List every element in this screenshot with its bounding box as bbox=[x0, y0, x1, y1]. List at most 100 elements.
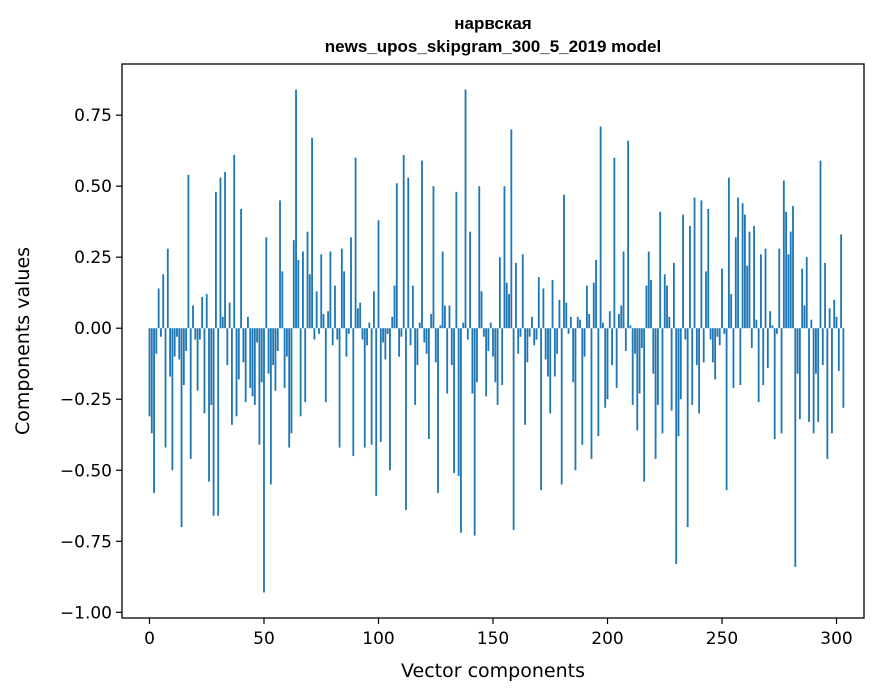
bar bbox=[450, 328, 453, 366]
bar bbox=[260, 328, 263, 383]
bar bbox=[782, 180, 785, 329]
bar bbox=[547, 328, 549, 377]
bar bbox=[285, 328, 288, 357]
bar bbox=[716, 328, 719, 337]
bar bbox=[205, 294, 208, 329]
bar bbox=[668, 316, 671, 329]
bar bbox=[235, 328, 238, 417]
bar bbox=[322, 314, 325, 329]
bar bbox=[634, 328, 636, 354]
bar bbox=[828, 308, 831, 329]
bar bbox=[528, 328, 531, 337]
bar bbox=[308, 274, 311, 329]
bar bbox=[274, 328, 277, 391]
bar bbox=[441, 251, 444, 329]
bar bbox=[432, 186, 435, 329]
bar bbox=[292, 240, 295, 329]
bar bbox=[702, 328, 705, 363]
bar bbox=[785, 211, 788, 329]
bar bbox=[304, 328, 307, 403]
plot-frame bbox=[121, 63, 865, 619]
bar bbox=[498, 257, 501, 329]
bar bbox=[480, 291, 483, 329]
bar bbox=[590, 328, 593, 459]
bar bbox=[411, 285, 414, 329]
chart-title: нарвская bbox=[454, 14, 531, 33]
bar bbox=[553, 328, 556, 377]
bar bbox=[682, 214, 684, 329]
bar bbox=[531, 316, 533, 329]
bar bbox=[214, 191, 217, 329]
bar bbox=[356, 308, 359, 329]
bar bbox=[661, 328, 664, 434]
bar bbox=[808, 328, 810, 422]
bar bbox=[382, 328, 384, 343]
bar bbox=[418, 322, 421, 329]
x-tick-label: 0 bbox=[144, 629, 155, 649]
bar bbox=[302, 251, 304, 329]
bar bbox=[162, 274, 165, 329]
bar bbox=[769, 311, 772, 329]
bar bbox=[796, 328, 799, 374]
bar bbox=[711, 328, 714, 363]
bar bbox=[455, 191, 458, 329]
chart-subtitle: news_upos_skipgram_300_5_2019 model bbox=[325, 37, 661, 56]
bar bbox=[476, 328, 478, 383]
bar bbox=[611, 328, 614, 366]
bar bbox=[597, 328, 600, 437]
bar bbox=[228, 302, 231, 329]
bar bbox=[629, 325, 632, 329]
bar bbox=[565, 302, 568, 329]
bar bbox=[835, 316, 838, 329]
x-tick-label: 100 bbox=[362, 629, 394, 649]
bar bbox=[812, 328, 815, 434]
y-axis-ticks: −1.00 −0.75 −0.50 −0.25 0.00 0.25 0.50 0.75 bbox=[60, 106, 122, 623]
bar bbox=[544, 328, 547, 360]
bar bbox=[595, 260, 597, 329]
bar bbox=[725, 328, 728, 491]
bar bbox=[379, 328, 382, 442]
bar bbox=[730, 294, 733, 329]
bar bbox=[501, 328, 504, 386]
bar bbox=[560, 328, 563, 485]
bar bbox=[224, 171, 226, 329]
bar bbox=[512, 328, 515, 530]
bar bbox=[237, 328, 240, 380]
bar bbox=[306, 231, 309, 329]
bar bbox=[608, 311, 611, 329]
bar bbox=[272, 328, 275, 366]
bar bbox=[439, 325, 442, 329]
x-tick-label: 200 bbox=[591, 629, 623, 649]
bar bbox=[265, 237, 268, 329]
bar bbox=[762, 328, 765, 386]
bar bbox=[155, 328, 158, 354]
bar bbox=[189, 328, 192, 459]
bar bbox=[837, 328, 840, 371]
bar bbox=[622, 251, 625, 329]
bar bbox=[219, 177, 222, 329]
bar bbox=[185, 328, 188, 351]
bar bbox=[519, 328, 522, 337]
bar bbox=[148, 328, 151, 417]
bar bbox=[263, 328, 265, 593]
bar bbox=[535, 328, 538, 340]
bar bbox=[361, 328, 364, 340]
bar bbox=[794, 328, 797, 567]
bar bbox=[196, 328, 199, 391]
bar bbox=[753, 225, 755, 329]
y-tick-label: −0.75 bbox=[60, 532, 112, 552]
bar bbox=[574, 328, 577, 471]
bar bbox=[176, 328, 178, 337]
bar bbox=[615, 328, 618, 388]
x-tick-label: 250 bbox=[706, 629, 738, 649]
bar bbox=[489, 322, 492, 329]
bar bbox=[780, 328, 783, 434]
bar bbox=[210, 328, 213, 405]
bar bbox=[824, 262, 826, 329]
bar bbox=[462, 322, 465, 329]
bar bbox=[366, 328, 368, 346]
bar bbox=[801, 268, 804, 329]
bar bbox=[551, 279, 554, 329]
bar bbox=[743, 214, 746, 329]
bar bbox=[583, 328, 586, 357]
